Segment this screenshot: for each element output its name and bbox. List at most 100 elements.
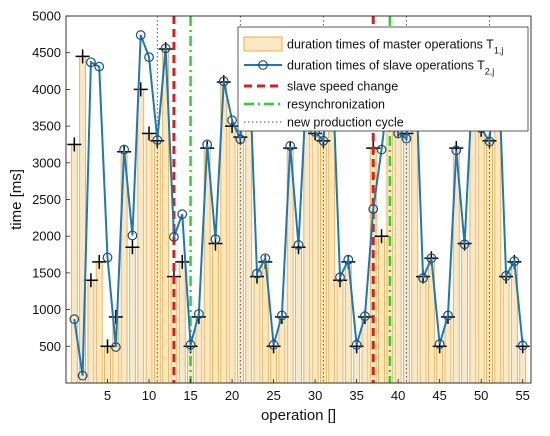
slave-point xyxy=(293,240,304,250)
slave-point xyxy=(401,133,412,144)
slave-point xyxy=(110,342,121,352)
master-bar xyxy=(311,132,319,384)
master-bar xyxy=(278,316,286,384)
slave-point xyxy=(451,145,462,156)
master-bar xyxy=(502,276,510,384)
slave-point xyxy=(517,340,528,351)
slave-point xyxy=(335,272,345,283)
master-bar xyxy=(178,261,186,384)
legend: duration times of master operations T1,j… xyxy=(237,26,529,132)
master-bar xyxy=(444,316,452,384)
y-tick-label: 500 xyxy=(39,339,61,354)
x-axis-label: operation [] xyxy=(261,407,336,424)
x-tick-label: 40 xyxy=(391,388,405,403)
x-tick-label: 20 xyxy=(225,388,239,403)
y-tick-label: 3500 xyxy=(32,119,61,134)
slave-point xyxy=(501,270,511,281)
slave-point xyxy=(202,139,213,150)
slave-point xyxy=(484,136,495,147)
legend-label-subscript: 2,j xyxy=(485,67,495,77)
slave-point xyxy=(227,115,237,126)
master-bar xyxy=(128,246,136,384)
legend-label: new production cycle xyxy=(287,116,404,130)
y-tick-label: 5000 xyxy=(32,9,61,24)
y-axis-label: time [ms] xyxy=(8,169,25,230)
slave-point xyxy=(343,254,354,265)
y-tick-label: 1500 xyxy=(32,265,61,280)
slave-point xyxy=(77,370,88,381)
master-bar xyxy=(378,235,385,384)
legend-label: resynchronization xyxy=(287,98,385,112)
slave-point xyxy=(144,52,154,63)
slave-point xyxy=(351,339,362,350)
master-bar xyxy=(477,129,485,384)
slave-point xyxy=(119,144,130,155)
legend-label: duration times of slave operations T2,j xyxy=(287,59,494,77)
slave-point xyxy=(169,232,179,242)
slave-point xyxy=(443,310,453,321)
slave-point xyxy=(434,339,445,349)
x-tick-label: 35 xyxy=(349,388,363,403)
x-tick-label: 5 xyxy=(104,388,111,403)
x-tick-label: 15 xyxy=(183,388,197,403)
legend-label-subscript: 1,j xyxy=(494,46,504,56)
master-bar xyxy=(394,129,402,384)
slave-point xyxy=(459,239,470,250)
master-bar xyxy=(145,132,153,384)
slave-point xyxy=(94,61,105,72)
slave-point xyxy=(102,252,113,263)
master-bar xyxy=(295,246,302,384)
slave-point xyxy=(252,268,262,279)
y-tick-label: 4500 xyxy=(32,45,61,60)
x-tick-label: 25 xyxy=(266,388,280,403)
legend-swatch-marker xyxy=(258,60,268,70)
slave-point xyxy=(376,144,387,155)
slave-point xyxy=(210,234,221,245)
slave-point xyxy=(360,311,370,322)
master-bar xyxy=(253,276,261,384)
master-bar xyxy=(461,243,469,384)
y-tick-label: 3000 xyxy=(32,155,61,170)
y-tick-label: 1000 xyxy=(32,302,61,317)
x-tick-label: 30 xyxy=(308,388,322,403)
legend-swatch-bar xyxy=(243,36,283,52)
slave-point xyxy=(86,57,96,68)
slave-point xyxy=(160,43,171,54)
slave-point xyxy=(152,135,163,145)
slave-point xyxy=(426,253,437,264)
master-bar xyxy=(212,243,219,384)
axes-layer: 5 10 15 20 25 30 35 40 45 50 55 500 1000 1500 2000 2500… xyxy=(8,9,532,424)
x-tick-label: 50 xyxy=(474,388,488,403)
slave-point xyxy=(135,30,146,40)
x-tick-label: 45 xyxy=(432,388,446,403)
legend-box xyxy=(237,26,529,132)
slave-point xyxy=(418,273,428,283)
slave-point xyxy=(218,76,229,87)
slave-point xyxy=(285,141,296,151)
master-bar xyxy=(70,143,78,384)
master-bar xyxy=(403,132,410,384)
slave-point xyxy=(185,339,196,350)
slave-point xyxy=(193,309,204,319)
slave-point xyxy=(318,135,329,146)
y-tick-label: 2500 xyxy=(32,192,61,207)
slave-series-line xyxy=(73,34,524,376)
slave-point xyxy=(177,209,188,220)
slave-point xyxy=(69,314,80,325)
master-bar xyxy=(419,276,427,384)
master-bar xyxy=(195,316,203,384)
slave-point xyxy=(268,339,279,350)
master-bar xyxy=(228,125,236,384)
y-tick-label: 2000 xyxy=(32,229,61,244)
slave-point xyxy=(127,230,138,241)
slave-point xyxy=(235,134,246,145)
slave-point xyxy=(276,310,287,321)
master-bar xyxy=(336,279,344,384)
y-tick-label: 4000 xyxy=(32,82,61,97)
master-bar xyxy=(87,279,95,384)
slave-point xyxy=(260,253,271,264)
legend-label: slave speed change xyxy=(287,80,398,94)
slave-point xyxy=(509,256,520,267)
